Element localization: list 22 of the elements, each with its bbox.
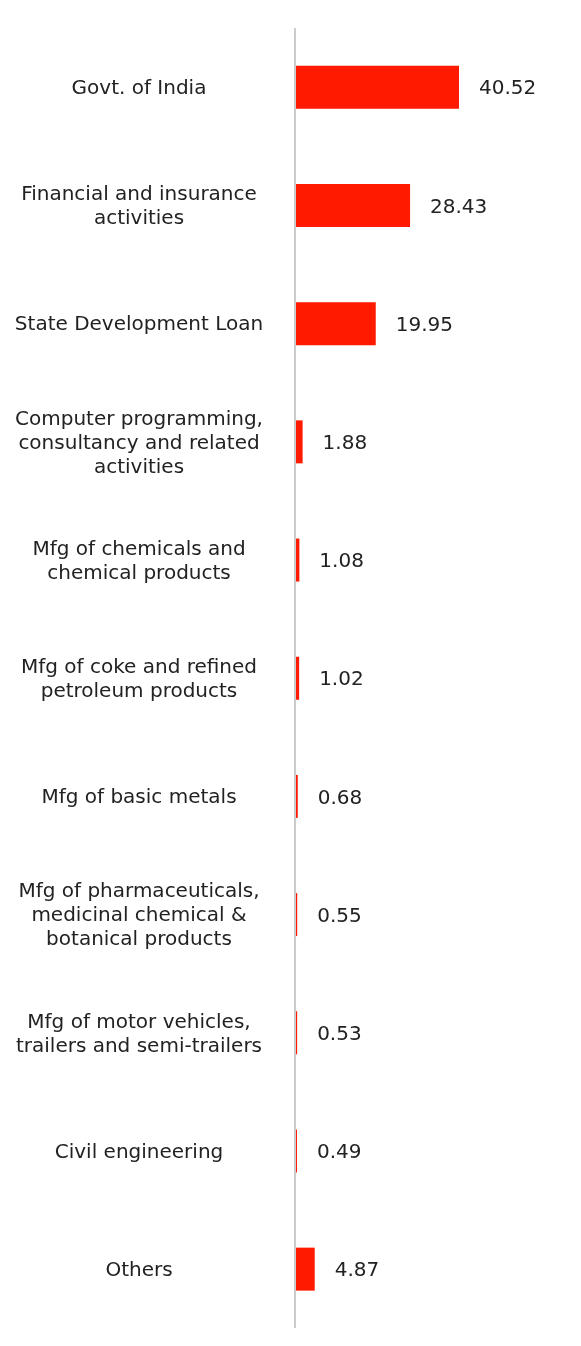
data-label: 40.52 bbox=[479, 75, 537, 100]
data-label: 0.55 bbox=[317, 902, 362, 927]
data-label: 1.02 bbox=[319, 666, 364, 691]
y-tick-label: Financial and insurance activities bbox=[21, 181, 257, 230]
y-tick-label: State Development Loan bbox=[14, 311, 264, 336]
data-label: 0.49 bbox=[316, 1139, 362, 1164]
data-label: 28.43 bbox=[430, 193, 488, 218]
y-tick-label: Civil engineering bbox=[54, 1138, 224, 1163]
data-label: 1.88 bbox=[322, 429, 368, 454]
y-tick-label: Others bbox=[105, 1256, 173, 1281]
y-tick-label: Mfg of chemicals and chemical products bbox=[32, 535, 246, 584]
y-tick-label: Computer programming, consultancy and related activities bbox=[15, 405, 263, 478]
y-tick-label: Mfg of motor vehicles, trailers and semi-trailers bbox=[15, 1008, 263, 1057]
y-tick-label: Mfg of pharmaceuticals, medicinal chemical & botanical products bbox=[18, 878, 260, 951]
data-label: 0.53 bbox=[317, 1020, 362, 1045]
data-label: 4.87 bbox=[334, 1257, 380, 1282]
y-tick-label: Mfg of coke and refined petroleum products bbox=[20, 654, 258, 702]
y-tick-label: Govt. of India bbox=[71, 75, 207, 100]
data-label: 0.68 bbox=[317, 784, 363, 809]
y-tick-label: Mfg of basic metals bbox=[41, 784, 237, 809]
data-label: 19.95 bbox=[395, 311, 454, 336]
data-label: 1.08 bbox=[319, 548, 364, 573]
